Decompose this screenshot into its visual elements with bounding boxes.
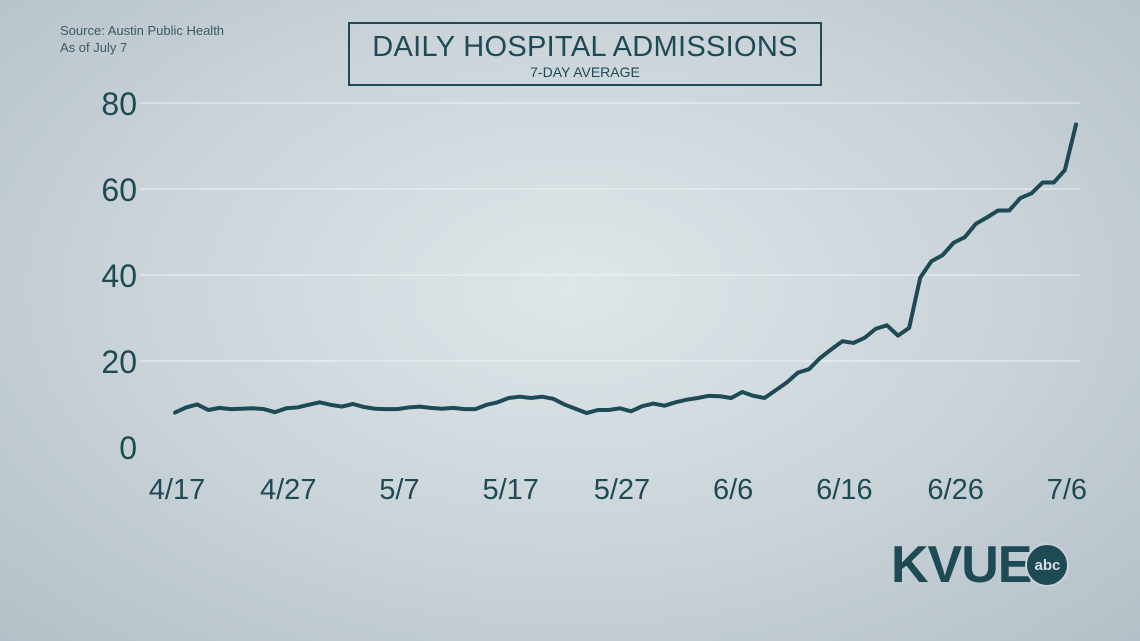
x-tick-label: 5/7 bbox=[379, 474, 419, 506]
source-note: Source: Austin Public Health As of July … bbox=[60, 22, 224, 56]
x-tick-label: 4/27 bbox=[260, 474, 316, 506]
title-box: DAILY HOSPITAL ADMISSIONS 7-DAY AVERAGE bbox=[348, 22, 822, 86]
y-tick-label: 80 bbox=[101, 86, 137, 122]
x-tick-label: 7/6 bbox=[1047, 474, 1087, 506]
source-line: Source: Austin Public Health bbox=[60, 23, 225, 38]
x-tick-label: 5/17 bbox=[482, 474, 538, 506]
x-tick-label: 4/17 bbox=[149, 474, 205, 506]
y-tick-label: 40 bbox=[101, 258, 137, 294]
y-tick-label: 20 bbox=[101, 344, 137, 380]
as-of-line: As of July 7 bbox=[60, 40, 128, 55]
kvue-logo-text: KVUE bbox=[891, 536, 1032, 594]
x-tick-label: 6/6 bbox=[713, 474, 753, 506]
chart-subtitle: 7-DAY AVERAGE bbox=[530, 64, 640, 80]
abc-logo-badge: abc bbox=[1025, 543, 1070, 587]
y-tick-label: 60 bbox=[101, 172, 137, 208]
chart-title: DAILY HOSPITAL ADMISSIONS bbox=[372, 31, 798, 63]
kvue-abc-logo: KVUE abc bbox=[891, 536, 1070, 594]
x-tick-label: 5/27 bbox=[594, 474, 650, 506]
x-tick-label: 6/16 bbox=[816, 474, 872, 506]
admissions-series-line bbox=[173, 122, 1078, 416]
y-tick-label: 0 bbox=[119, 430, 137, 466]
x-tick-label: 6/26 bbox=[927, 474, 983, 506]
